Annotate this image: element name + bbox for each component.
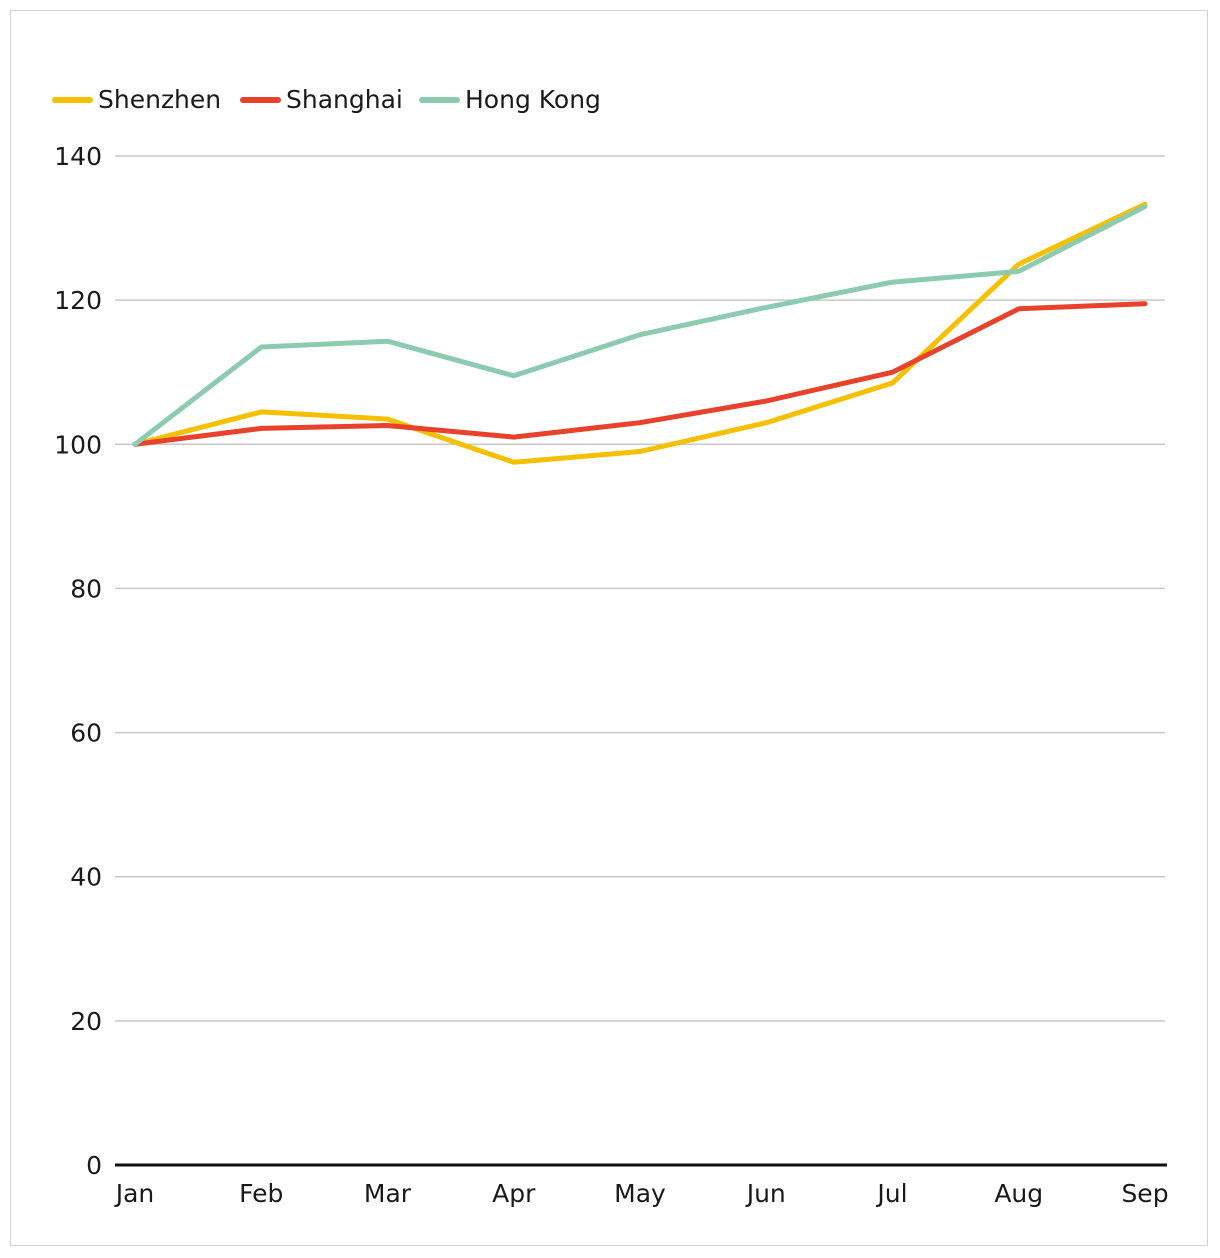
x-tick-label-jun: Jun xyxy=(745,1179,786,1208)
legend-label-shenzhen: Shenzhen xyxy=(98,85,221,114)
x-tick-label-aug: Aug xyxy=(994,1179,1043,1208)
legend-label-hong-kong: Hong Kong xyxy=(465,85,601,114)
y-axis-tick-labels: 0 20 40 60 80 100 120 140 xyxy=(54,142,102,1180)
x-tick-label-may: May xyxy=(614,1179,666,1208)
y-tick-label-120: 120 xyxy=(54,286,102,315)
gridlines xyxy=(115,155,1165,1022)
x-tick-label-jul: Jul xyxy=(875,1179,907,1208)
y-tick-label-40: 40 xyxy=(70,863,102,892)
x-tick-label-sep: Sep xyxy=(1121,1179,1168,1208)
y-tick-label-60: 60 xyxy=(70,719,102,748)
x-axis-tick-labels: Jan Feb Mar Apr May Jun Jul Aug Sep xyxy=(114,1179,1169,1208)
y-tick-label-20: 20 xyxy=(70,1007,102,1036)
series-line-shanghai xyxy=(132,301,1148,447)
series-line-hong-kong xyxy=(132,204,1148,447)
chart-frame xyxy=(10,10,1208,1246)
y-tick-label-140: 140 xyxy=(54,142,102,171)
x-tick-label-mar: Mar xyxy=(364,1179,412,1208)
x-tick-label-feb: Feb xyxy=(239,1179,283,1208)
y-tick-label-0: 0 xyxy=(86,1151,102,1180)
series-line-shenzhen xyxy=(132,201,1148,465)
y-tick-label-80: 80 xyxy=(70,574,102,603)
x-tick-label-jan: Jan xyxy=(114,1179,155,1208)
y-tick-label-100: 100 xyxy=(54,430,102,459)
x-tick-label-apr: Apr xyxy=(492,1179,536,1208)
legend-label-shanghai: Shanghai xyxy=(286,85,403,114)
series-lines xyxy=(132,201,1148,465)
legend: Shenzhen Shanghai Hong Kong xyxy=(52,85,601,114)
